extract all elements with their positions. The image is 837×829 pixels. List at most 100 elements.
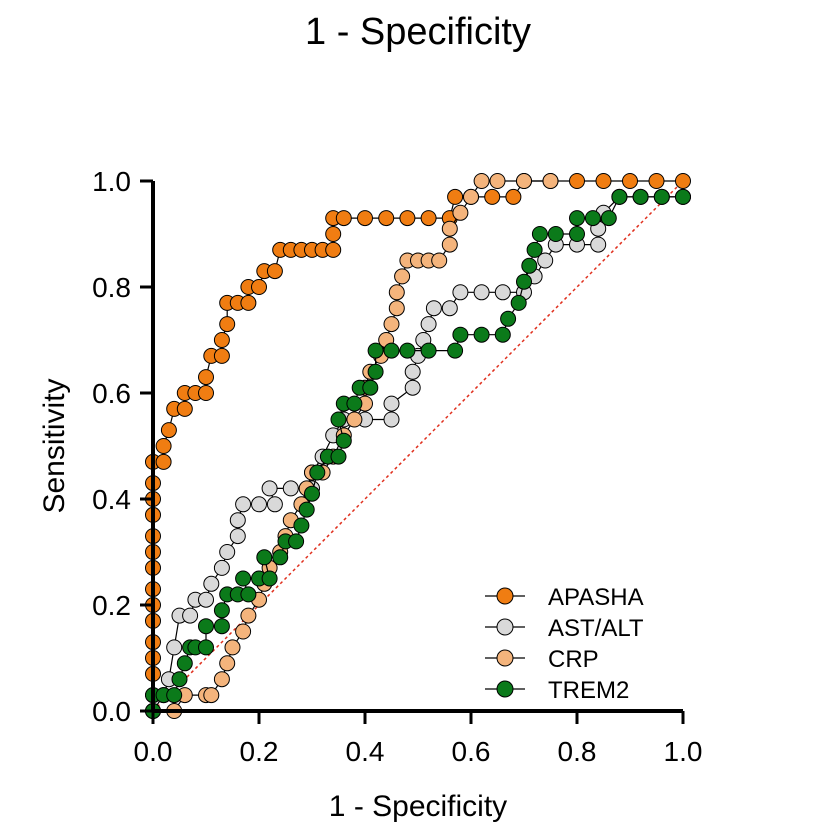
legend-label-apasha: APASHA bbox=[548, 584, 644, 611]
point-ast-alt bbox=[261, 480, 278, 497]
point-crp bbox=[452, 204, 469, 221]
point-trem2 bbox=[346, 395, 363, 412]
point-trem2 bbox=[632, 188, 649, 205]
x-tick-label: 0.8 bbox=[558, 736, 597, 767]
point-apasha bbox=[378, 210, 395, 227]
point-crp bbox=[240, 607, 257, 624]
point-trem2 bbox=[521, 257, 538, 274]
point-crp bbox=[388, 300, 405, 317]
point-trem2 bbox=[288, 533, 305, 550]
point-trem2 bbox=[261, 570, 278, 587]
legend: APASHA AST/ALT CRP TREM2 bbox=[485, 584, 644, 704]
point-trem2 bbox=[166, 687, 183, 704]
point-ast-alt bbox=[404, 363, 421, 380]
y-axis-label: Sensitivity bbox=[38, 378, 71, 513]
reference-diagonal bbox=[152, 180, 684, 712]
point-crp bbox=[388, 284, 405, 301]
point-ast-alt bbox=[266, 496, 283, 513]
point-ast-alt bbox=[166, 639, 183, 656]
point-apasha bbox=[622, 173, 638, 189]
point-trem2 bbox=[611, 188, 628, 205]
point-apasha bbox=[595, 173, 612, 189]
reference-line bbox=[152, 180, 684, 712]
point-ast-alt bbox=[219, 544, 236, 560]
point-apasha bbox=[213, 332, 230, 348]
series-line-crp bbox=[153, 180, 551, 712]
y-tick-label: 0.0 bbox=[92, 696, 131, 727]
point-apasha bbox=[569, 173, 585, 189]
x-axis-label: 1 - Specificity bbox=[329, 790, 507, 823]
point-ast-alt bbox=[203, 575, 220, 592]
point-trem2 bbox=[569, 226, 585, 242]
legend-marker-apasha bbox=[496, 587, 514, 605]
point-ast-alt bbox=[420, 316, 437, 333]
point-ast-alt bbox=[383, 395, 400, 412]
point-trem2 bbox=[176, 655, 193, 672]
point-apasha bbox=[675, 173, 691, 189]
point-trem2 bbox=[213, 618, 230, 635]
point-apasha bbox=[198, 385, 214, 401]
point-apasha bbox=[155, 438, 172, 454]
legend-marker-ast-alt bbox=[496, 618, 514, 636]
chart-title: 1 - Specificity bbox=[305, 11, 531, 53]
point-crp bbox=[542, 173, 559, 189]
point-trem2 bbox=[367, 342, 384, 359]
point-crp bbox=[431, 252, 448, 269]
point-trem2 bbox=[298, 501, 315, 518]
point-ast-alt bbox=[494, 284, 511, 301]
point-trem2 bbox=[510, 294, 527, 311]
y-axis-ticks: 0.0 0.2 0.4 0.6 0.8 1.0 bbox=[92, 166, 153, 727]
point-trem2 bbox=[500, 310, 517, 327]
point-apasha bbox=[335, 210, 352, 227]
point-apasha bbox=[484, 188, 501, 205]
point-trem2 bbox=[531, 226, 548, 242]
point-ast-alt bbox=[251, 496, 267, 513]
point-ast-alt bbox=[213, 559, 230, 576]
point-trem2 bbox=[330, 448, 347, 465]
point-trem2 bbox=[362, 379, 379, 396]
point-crp bbox=[441, 220, 458, 237]
point-apasha bbox=[325, 241, 342, 258]
point-apasha bbox=[219, 316, 236, 333]
point-trem2 bbox=[526, 241, 543, 258]
point-apasha bbox=[648, 173, 665, 189]
point-ast-alt bbox=[590, 236, 607, 253]
point-trem2 bbox=[584, 210, 601, 227]
point-ast-alt bbox=[182, 607, 199, 624]
point-crp bbox=[463, 188, 479, 205]
point-apasha bbox=[266, 263, 283, 280]
point-trem2 bbox=[335, 432, 352, 449]
point-apasha bbox=[176, 400, 193, 417]
point-crp bbox=[235, 623, 252, 640]
point-trem2 bbox=[399, 342, 416, 359]
y-tick-label: 1.0 bbox=[92, 166, 131, 197]
legend-label-ast-alt: AST/ALT bbox=[548, 615, 644, 642]
point-trem2 bbox=[293, 517, 310, 534]
point-trem2 bbox=[547, 226, 564, 242]
point-trem2 bbox=[240, 586, 257, 603]
point-ast-alt bbox=[229, 528, 246, 545]
point-trem2 bbox=[330, 411, 347, 428]
point-trem2 bbox=[309, 464, 326, 481]
point-apasha bbox=[251, 279, 267, 295]
x-tick-label: 0.4 bbox=[346, 736, 385, 767]
point-crp bbox=[516, 173, 532, 189]
x-tick-label: 0.0 bbox=[134, 736, 173, 767]
point-crp bbox=[394, 268, 411, 285]
point-apasha bbox=[198, 369, 214, 386]
point-trem2 bbox=[198, 639, 214, 656]
series-crp bbox=[145, 173, 559, 719]
point-trem2 bbox=[447, 342, 464, 359]
y-tick-label: 0.4 bbox=[92, 484, 131, 515]
legend-label-crp: CRP bbox=[548, 646, 599, 673]
point-apasha bbox=[155, 453, 172, 470]
point-crp bbox=[473, 173, 490, 189]
point-trem2 bbox=[235, 570, 252, 587]
point-trem2 bbox=[383, 342, 400, 359]
point-trem2 bbox=[304, 485, 320, 502]
point-crp bbox=[224, 639, 241, 656]
x-axis-ticks: 0.0 0.2 0.4 0.6 0.8 1.0 bbox=[134, 711, 702, 767]
point-ast-alt bbox=[537, 252, 554, 269]
x-tick-label: 0.6 bbox=[452, 736, 491, 767]
